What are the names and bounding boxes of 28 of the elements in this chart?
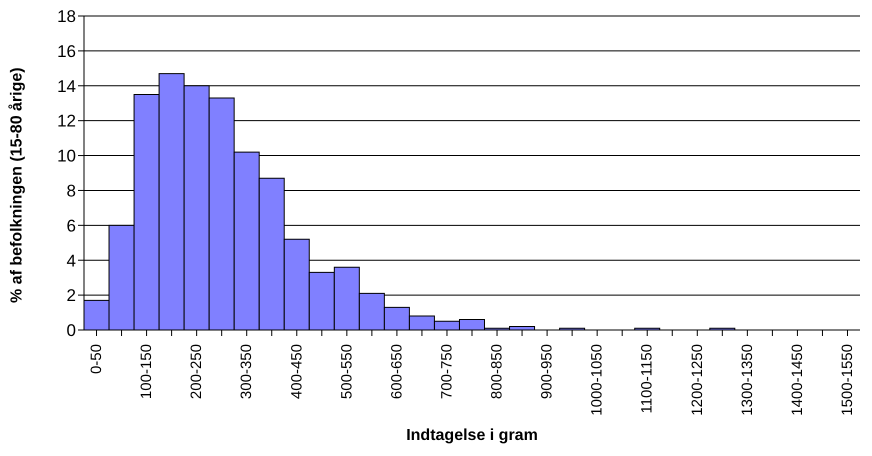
x-tick-label: 600-650 [388, 344, 406, 400]
y-tick-label: 0 [66, 321, 76, 340]
y-tick-label: 2 [66, 286, 76, 306]
y-tick-label: 8 [66, 181, 76, 200]
x-tick-label: 100-150 [138, 344, 156, 400]
x-tick-label: 400-450 [288, 344, 306, 400]
y-tick-label: 10 [57, 146, 76, 166]
y-tick-label: 12 [57, 112, 76, 131]
x-axis-title: Indtagelse i gram [406, 427, 538, 444]
x-tick-label: 500-550 [338, 344, 356, 400]
y-axis-title: % af befolkningen (15-80 årige) [8, 67, 26, 303]
y-tick-label: 16 [57, 42, 76, 61]
y-tick-label: 18 [57, 7, 76, 26]
x-tick-label: 700-750 [438, 344, 456, 400]
x-tick-label: 300-350 [238, 344, 256, 400]
x-tick-label: 900-950 [538, 344, 556, 400]
x-tick-label: 200-250 [188, 344, 206, 400]
x-tick-label: 1500-1550 [838, 344, 856, 416]
y-tick-label: 6 [66, 216, 76, 236]
x-tick-label: 1300-1350 [738, 344, 756, 416]
x-tick-label: 1200-1250 [688, 344, 706, 416]
x-tick-label: 1100-1150 [638, 344, 656, 414]
x-tick-label: 1000-1050 [588, 344, 606, 416]
x-tick-label: 1400-1450 [788, 344, 806, 416]
y-tick-label: 4 [66, 251, 76, 270]
y-tick-label: 14 [57, 76, 76, 96]
x-tick-label: 800-850 [488, 344, 506, 400]
x-tick-label: 0-50 [88, 344, 106, 374]
